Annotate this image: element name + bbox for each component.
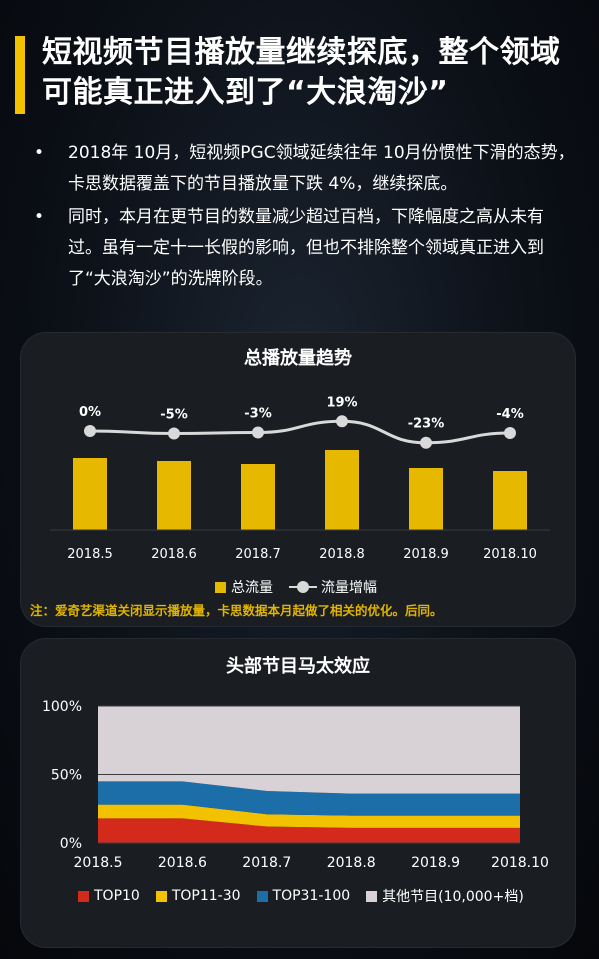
swatch-icon (256, 890, 268, 902)
legend-item-growth: 流量增幅 (289, 577, 377, 597)
growth-point (168, 427, 180, 440)
legend-label: TOP31-100 (272, 888, 351, 904)
x-tick-label: 2018.10 (483, 547, 537, 562)
bar (157, 461, 191, 530)
data-label: -3% (244, 407, 271, 422)
chart-footnote: 注：爱奇艺渠道关闭显示播放量，卡思数据本月起做了相关的优化。后同。 (30, 603, 443, 618)
area-series (98, 706, 520, 794)
growth-point (504, 427, 516, 440)
y-tick-label: 50% (51, 768, 82, 784)
line-marker-icon (289, 581, 317, 593)
title-accent-bar (15, 36, 25, 114)
legend-label: 总流量 (231, 580, 273, 596)
x-tick-label: 2018.8 (327, 855, 376, 871)
legend-item-top31-100: TOP31-100 (256, 888, 351, 904)
legend-item-top10: TOP10 (78, 888, 140, 904)
x-tick-label: 2018.6 (151, 547, 197, 562)
x-tick-label: 2018.5 (67, 547, 113, 562)
data-label: 19% (326, 395, 357, 410)
growth-point (420, 436, 432, 449)
bar (241, 464, 275, 530)
legend-label: TOP11-30 (171, 888, 241, 904)
legend-label: TOP10 (94, 888, 140, 904)
matthew-effect-chart: 100% 50% 0% 2018.5 2018.6 2018.7 2018.8 2018.9 2… (42, 699, 549, 871)
growth-line (89, 419, 511, 445)
x-tick-label: 2018.9 (411, 855, 460, 871)
growth-point (336, 415, 348, 428)
bar (325, 450, 359, 530)
bullet-list: • 2018年 10月，短视频PGC领域延续往年 10月份惯性下滑的态势，卡思数… (30, 138, 575, 297)
x-tick-label: 2018.9 (403, 547, 449, 562)
matthew-effect-legend: TOP10 TOP11-30 TOP31-100 其他节目(10,000+档) (78, 886, 540, 906)
bar (73, 458, 107, 530)
x-tick-label: 2018.10 (491, 855, 549, 871)
bar (409, 468, 443, 530)
swatch-icon (366, 890, 378, 902)
x-tick-label: 2018.7 (242, 855, 291, 871)
bullet-item: • 同时，本月在更节目的数量减少超过百档，下降幅度之高从未有过。虽有一定十一长假… (30, 202, 575, 295)
bullet-text: 2018年 10月，短视频PGC领域延续往年 10月份惯性下滑的态势，卡思数据覆… (68, 143, 575, 194)
bullet-dot-icon: • (34, 143, 45, 163)
legend-label: 流量增幅 (321, 580, 377, 596)
y-tick-label: 0% (60, 836, 82, 852)
y-tick-label: 100% (42, 699, 82, 715)
area-series (98, 818, 520, 843)
legend-label: 其他节目(10,000+档) (382, 889, 524, 905)
legend-item-top11-30: TOP11-30 (155, 888, 241, 904)
bar (493, 471, 527, 530)
swatch-icon (78, 890, 89, 902)
x-tick-label: 2018.8 (319, 547, 365, 562)
data-label: -5% (160, 408, 187, 423)
growth-point (84, 425, 96, 437)
data-label: 0% (79, 405, 101, 420)
chart-title: 总播放量趋势 (244, 348, 352, 369)
x-tick-label: 2018.6 (158, 855, 207, 871)
area-series (98, 781, 520, 816)
data-label: -4% (496, 407, 523, 422)
data-label: -23% (408, 417, 445, 432)
growth-point (252, 426, 264, 439)
bullet-text: 同时，本月在更节目的数量减少超过百档，下降幅度之高从未有过。虽有一定十一长假的影… (68, 207, 544, 289)
legend-item-total: 总流量 (215, 577, 273, 597)
bullet-dot-icon: • (34, 207, 45, 227)
plays-trend-chart: 2018.5 2018.6 2018.7 2018.8 2018.9 2018.10 0% -… (50, 395, 550, 562)
x-tick-label: 2018.7 (235, 547, 281, 562)
plays-trend-legend: 总流量 流量增幅 (215, 577, 393, 597)
chart-title: 头部节目马太效应 (226, 656, 370, 677)
bar-swatch-icon (215, 581, 226, 593)
x-tick-label: 2018.5 (74, 855, 123, 871)
swatch-icon (155, 890, 167, 902)
chart-panel-plays-trend: 总播放量趋势 (20, 332, 576, 627)
bullet-item: • 2018年 10月，短视频PGC领域延续往年 10月份惯性下滑的态势，卡思数… (30, 138, 575, 200)
legend-item-other: 其他节目(10,000+档) (366, 886, 524, 906)
page-title: 短视频节目播放量继续探底，整个领域可能真正进入到了“大浪淘沙” (42, 35, 561, 110)
area-series (98, 804, 520, 828)
